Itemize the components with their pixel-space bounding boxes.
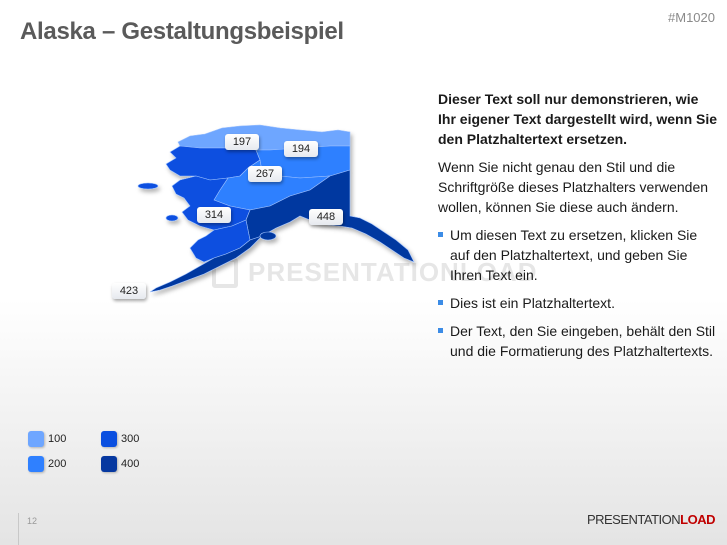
bullet-square-icon: [438, 328, 443, 333]
slide-title: Alaska – Gestaltungsbeispiel: [20, 18, 344, 45]
bullet-item: Um diesen Text zu ersetzen, klicken Sie …: [438, 225, 718, 285]
region-label-south-east: 448: [309, 209, 343, 225]
text-column: Dieser Text soll nur demonstrieren, wie …: [438, 89, 718, 369]
region-label-aleutians: 423: [112, 283, 146, 299]
bullet-square-icon: [438, 232, 443, 237]
island-kodiak: [259, 231, 277, 241]
bullet-item: Der Text, den Sie eingeben, behält den S…: [438, 321, 718, 361]
page-number: 12: [27, 516, 38, 526]
bullet-list: Um diesen Text zu ersetzen, klicken Sie …: [438, 225, 718, 361]
island-st-lawrence: [137, 182, 159, 190]
legend-swatch: [28, 456, 44, 472]
legend-item-100: 100: [28, 431, 66, 447]
legend-item-200: 200: [28, 456, 66, 472]
region-label-south-west: 314: [197, 207, 231, 223]
region-label-north-slope: 197: [225, 134, 259, 150]
text-paragraph: Wenn Sie nicht genau den Stil und die Sc…: [438, 159, 709, 215]
bullet-square-icon: [438, 300, 443, 305]
legend-swatch: [101, 456, 117, 472]
region-aleutians[interactable]: [149, 235, 263, 293]
legend-swatch: [101, 431, 117, 447]
footer-divider: [18, 513, 19, 545]
legend-item-300: 300: [101, 431, 139, 447]
brand-logo: PRESENTATIONLOAD: [586, 512, 716, 527]
region-label-interior: 267: [248, 166, 282, 182]
watermark: PRESENTATIONLOAD: [212, 257, 537, 288]
region-label-north-east: 194: [284, 141, 318, 157]
bullet-item: Dies ist ein Platzhaltertext.: [438, 293, 718, 313]
text-heading: Dieser Text soll nur demonstrieren, wie …: [438, 91, 718, 147]
legend-item-400: 400: [101, 456, 139, 472]
legend-swatch: [28, 431, 44, 447]
island-nunivak: [165, 214, 179, 222]
slide-code: #M1020: [668, 10, 715, 25]
